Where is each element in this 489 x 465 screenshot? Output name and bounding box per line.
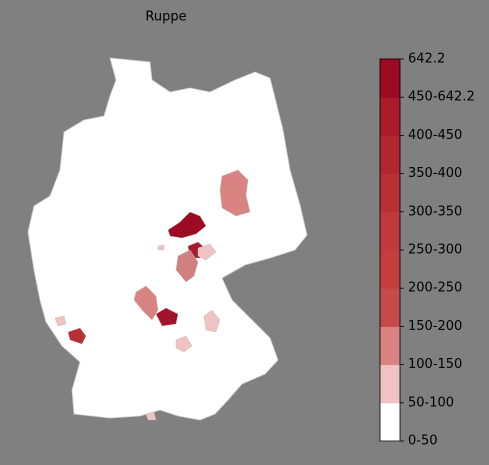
colorbar-segment (380, 250, 400, 289)
region (67, 327, 87, 345)
colorbar-segment (380, 326, 400, 366)
region (133, 285, 159, 321)
colorbar-label: 150-200 (408, 319, 462, 334)
colorbar-segment (380, 402, 400, 442)
colorbar-label: 350-400 (408, 166, 462, 181)
map-title: Ruppe (145, 10, 186, 25)
colorbar-segment (380, 135, 400, 175)
region (197, 243, 217, 261)
region (219, 169, 251, 217)
region (157, 244, 165, 251)
colorbar: 0-50 50-100 100-150 150-200 200-250 250-300 30… (379, 52, 475, 449)
colorbar-segment (380, 211, 400, 251)
colorbar-label: 100-150 (408, 357, 462, 372)
region (54, 315, 67, 327)
region (155, 307, 179, 327)
colorbar-label: 300-350 (408, 204, 462, 219)
colorbar-segment (380, 59, 400, 98)
region (145, 411, 157, 421)
region (203, 309, 221, 333)
colorbar-label: 0-50 (408, 434, 438, 449)
colorbar-label: 450-642.2 (408, 90, 475, 105)
region (175, 335, 193, 353)
colorbar-label: 50-100 (408, 395, 454, 410)
germany-map (27, 57, 308, 421)
colorbar-label: 642.2 (408, 52, 445, 67)
colorbar-segment (380, 173, 400, 213)
colorbar-segment (380, 288, 400, 327)
colorbar-label: 200-250 (408, 281, 462, 296)
colorbar-segment (380, 97, 400, 136)
colorbar-segment (380, 364, 400, 404)
colorbar-label: 400-450 (408, 128, 462, 143)
region (167, 211, 207, 239)
country-outline (27, 57, 308, 421)
colorbar-label: 250-300 (408, 243, 462, 258)
region (175, 249, 199, 283)
